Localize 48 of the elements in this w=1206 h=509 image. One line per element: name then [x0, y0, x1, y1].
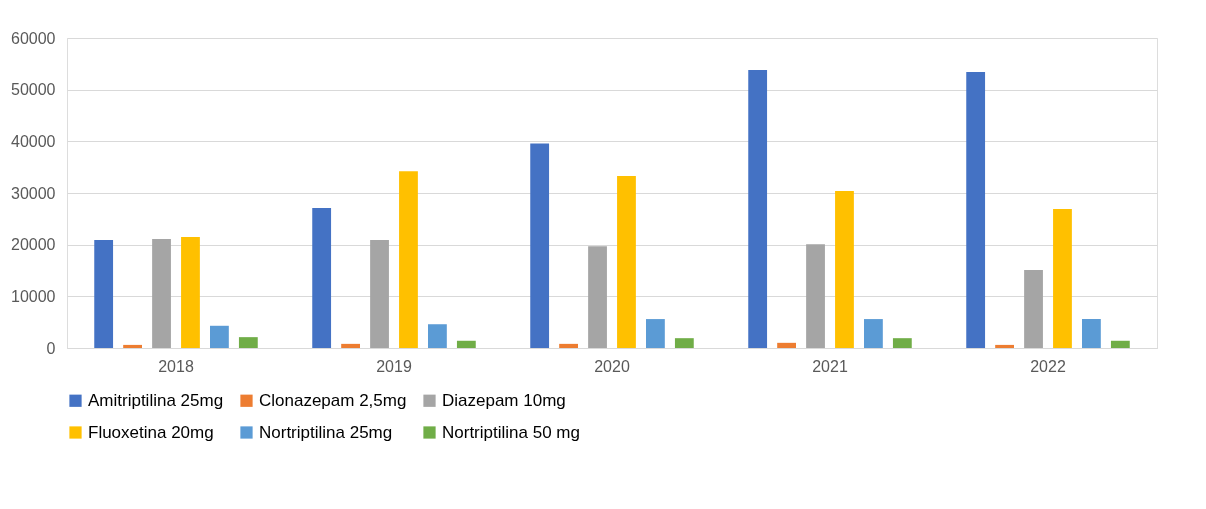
y-tick-label: 60000 [11, 29, 56, 47]
bar [864, 319, 883, 348]
bar [312, 207, 332, 348]
x-tick-label: 2021 [812, 357, 848, 375]
bar [123, 344, 142, 348]
legend-label: Clonazepam 2,5mg [259, 390, 407, 410]
bar [181, 236, 200, 348]
y-tick-label: 50000 [11, 81, 56, 99]
y-tick-label: 10000 [11, 287, 56, 305]
bar [456, 340, 476, 348]
bar [588, 246, 607, 348]
bar [152, 238, 171, 348]
bar [1053, 209, 1072, 348]
x-tick-label: 2020 [594, 357, 630, 375]
bar [995, 344, 1014, 348]
bar [777, 342, 796, 348]
bar [238, 337, 258, 348]
bar [674, 338, 694, 348]
bar [341, 343, 360, 348]
x-tick-label: 2018 [158, 357, 194, 375]
bar [1110, 340, 1130, 348]
bar [748, 70, 768, 348]
bar [1024, 269, 1043, 348]
bar [428, 324, 447, 348]
bar [646, 319, 665, 348]
bar [94, 240, 114, 348]
bar [399, 171, 418, 348]
legend-label: Fluoxetina 20mg [88, 422, 214, 442]
x-tick-label: 2019 [376, 357, 412, 375]
bar [1082, 319, 1101, 348]
bar [530, 143, 550, 348]
legend-label: Amitriptilina 25mg [88, 390, 224, 410]
bar [892, 338, 912, 348]
bar [559, 343, 578, 348]
legend-label: Diazepam 10mg [442, 390, 566, 410]
bar [835, 190, 854, 348]
bar [370, 240, 389, 348]
legend-label: Nortriptilina 50 mg [442, 422, 580, 442]
bar [210, 325, 229, 348]
legend-label: Nortriptilina 25mg [259, 422, 393, 442]
bar [806, 244, 825, 348]
x-tick-label: 2022 [1030, 357, 1066, 375]
y-tick-label: 0 [46, 339, 56, 357]
y-tick-label: 30000 [11, 184, 56, 202]
bar [966, 72, 986, 348]
y-tick-label: 40000 [11, 132, 56, 150]
y-tick-label: 20000 [11, 236, 56, 254]
bar [617, 175, 636, 348]
